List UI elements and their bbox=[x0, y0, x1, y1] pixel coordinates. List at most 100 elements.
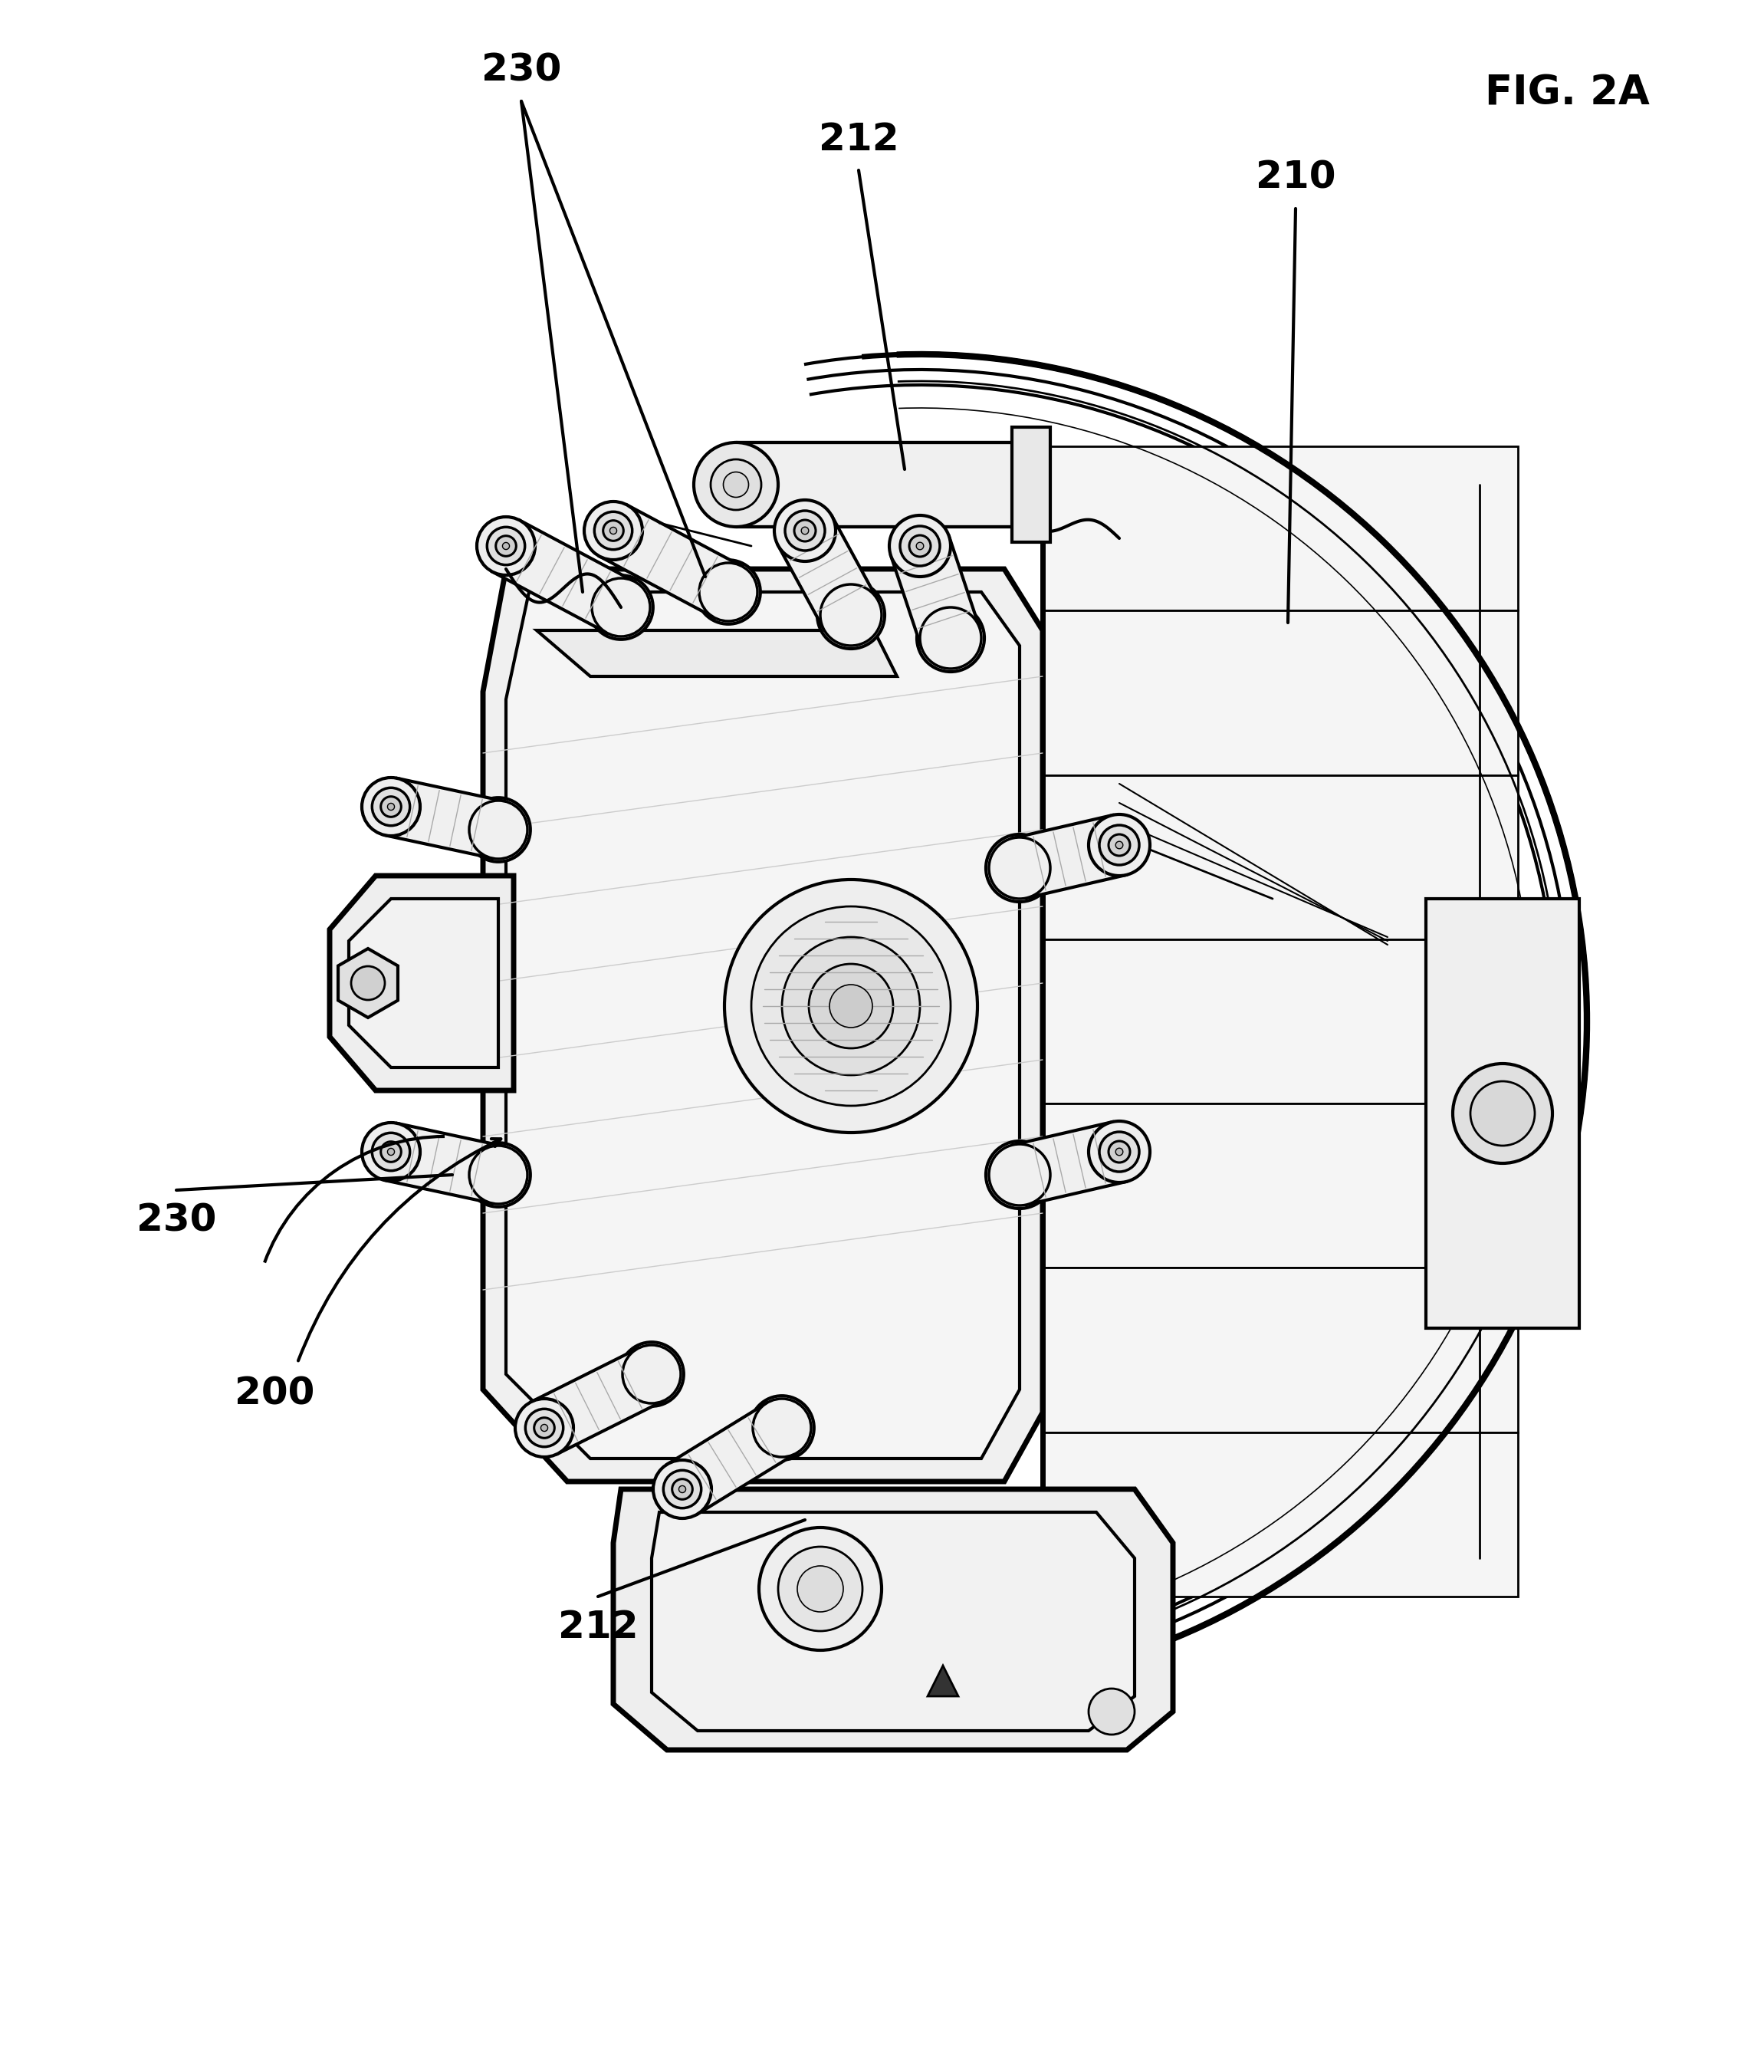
Circle shape bbox=[916, 543, 924, 549]
Circle shape bbox=[1454, 1063, 1552, 1162]
Circle shape bbox=[723, 472, 748, 497]
Polygon shape bbox=[778, 516, 878, 630]
Circle shape bbox=[1099, 825, 1140, 864]
Circle shape bbox=[593, 578, 651, 636]
Text: 230: 230 bbox=[136, 1202, 217, 1239]
Circle shape bbox=[1115, 841, 1124, 850]
Polygon shape bbox=[330, 876, 513, 1090]
Circle shape bbox=[589, 576, 653, 640]
Polygon shape bbox=[531, 1349, 665, 1455]
Polygon shape bbox=[1013, 814, 1125, 897]
Polygon shape bbox=[385, 1123, 505, 1204]
Circle shape bbox=[372, 1133, 409, 1171]
Circle shape bbox=[466, 1144, 531, 1206]
Circle shape bbox=[1108, 1142, 1131, 1162]
Circle shape bbox=[542, 1423, 549, 1432]
Circle shape bbox=[469, 1146, 527, 1204]
Polygon shape bbox=[1043, 1268, 1517, 1432]
Circle shape bbox=[808, 963, 893, 1048]
Circle shape bbox=[986, 835, 1053, 901]
Circle shape bbox=[908, 535, 931, 557]
Polygon shape bbox=[667, 1403, 797, 1515]
Circle shape bbox=[986, 1142, 1053, 1208]
Circle shape bbox=[603, 520, 623, 541]
Circle shape bbox=[351, 966, 385, 1001]
Circle shape bbox=[725, 881, 977, 1133]
Polygon shape bbox=[1043, 611, 1517, 775]
Polygon shape bbox=[1013, 427, 1050, 543]
Circle shape bbox=[990, 1144, 1050, 1206]
Polygon shape bbox=[1043, 939, 1517, 1104]
Polygon shape bbox=[483, 570, 1043, 1481]
Polygon shape bbox=[385, 779, 505, 858]
Polygon shape bbox=[600, 506, 743, 617]
Circle shape bbox=[584, 501, 642, 559]
Circle shape bbox=[496, 537, 517, 555]
Circle shape bbox=[534, 1417, 554, 1438]
Text: 210: 210 bbox=[1256, 160, 1335, 197]
Circle shape bbox=[697, 559, 760, 624]
Polygon shape bbox=[492, 520, 635, 634]
Circle shape bbox=[1088, 1121, 1150, 1183]
Polygon shape bbox=[1043, 1432, 1517, 1598]
Circle shape bbox=[1088, 1689, 1134, 1734]
Polygon shape bbox=[736, 443, 1027, 526]
Circle shape bbox=[759, 1527, 882, 1649]
Circle shape bbox=[990, 837, 1050, 899]
Circle shape bbox=[515, 1399, 573, 1457]
Circle shape bbox=[526, 1409, 563, 1446]
Polygon shape bbox=[339, 949, 399, 1017]
Circle shape bbox=[917, 605, 984, 671]
Circle shape bbox=[797, 1566, 843, 1612]
Circle shape bbox=[653, 1461, 711, 1519]
Circle shape bbox=[372, 787, 409, 825]
Circle shape bbox=[663, 1471, 702, 1508]
Circle shape bbox=[1471, 1082, 1535, 1146]
Circle shape bbox=[785, 510, 826, 551]
Polygon shape bbox=[1043, 445, 1517, 611]
Circle shape bbox=[487, 526, 526, 566]
Polygon shape bbox=[1013, 1121, 1125, 1204]
Polygon shape bbox=[891, 537, 979, 649]
Circle shape bbox=[388, 804, 395, 810]
Polygon shape bbox=[928, 1666, 958, 1697]
Circle shape bbox=[503, 543, 510, 549]
Polygon shape bbox=[1425, 899, 1579, 1328]
Circle shape bbox=[751, 905, 951, 1106]
Circle shape bbox=[476, 516, 534, 576]
Circle shape bbox=[1108, 835, 1131, 856]
Polygon shape bbox=[1043, 775, 1517, 939]
Circle shape bbox=[469, 800, 527, 860]
Circle shape bbox=[610, 526, 617, 535]
Polygon shape bbox=[506, 593, 1020, 1459]
Text: 200: 200 bbox=[235, 1376, 314, 1411]
Polygon shape bbox=[1043, 1104, 1517, 1268]
Circle shape bbox=[362, 777, 420, 835]
Polygon shape bbox=[349, 899, 497, 1067]
Circle shape bbox=[1088, 814, 1150, 876]
Circle shape bbox=[381, 1142, 400, 1162]
Text: FIG. 2A: FIG. 2A bbox=[1485, 73, 1649, 114]
Circle shape bbox=[774, 499, 836, 562]
Circle shape bbox=[679, 1486, 686, 1492]
Circle shape bbox=[820, 584, 882, 646]
Circle shape bbox=[388, 1148, 395, 1156]
Circle shape bbox=[794, 520, 815, 541]
Circle shape bbox=[619, 1343, 684, 1407]
Text: 230: 230 bbox=[482, 52, 561, 89]
Circle shape bbox=[466, 798, 531, 862]
Circle shape bbox=[829, 984, 873, 1028]
Polygon shape bbox=[614, 1490, 1173, 1751]
Circle shape bbox=[381, 796, 400, 816]
Circle shape bbox=[362, 1123, 420, 1181]
Polygon shape bbox=[536, 630, 896, 675]
Circle shape bbox=[900, 526, 940, 566]
Circle shape bbox=[781, 937, 921, 1075]
Text: 212: 212 bbox=[818, 120, 898, 157]
Circle shape bbox=[711, 460, 762, 510]
Circle shape bbox=[594, 512, 632, 549]
Circle shape bbox=[889, 516, 951, 576]
Circle shape bbox=[753, 1399, 811, 1457]
Circle shape bbox=[1099, 1131, 1140, 1173]
Text: 212: 212 bbox=[557, 1608, 639, 1645]
